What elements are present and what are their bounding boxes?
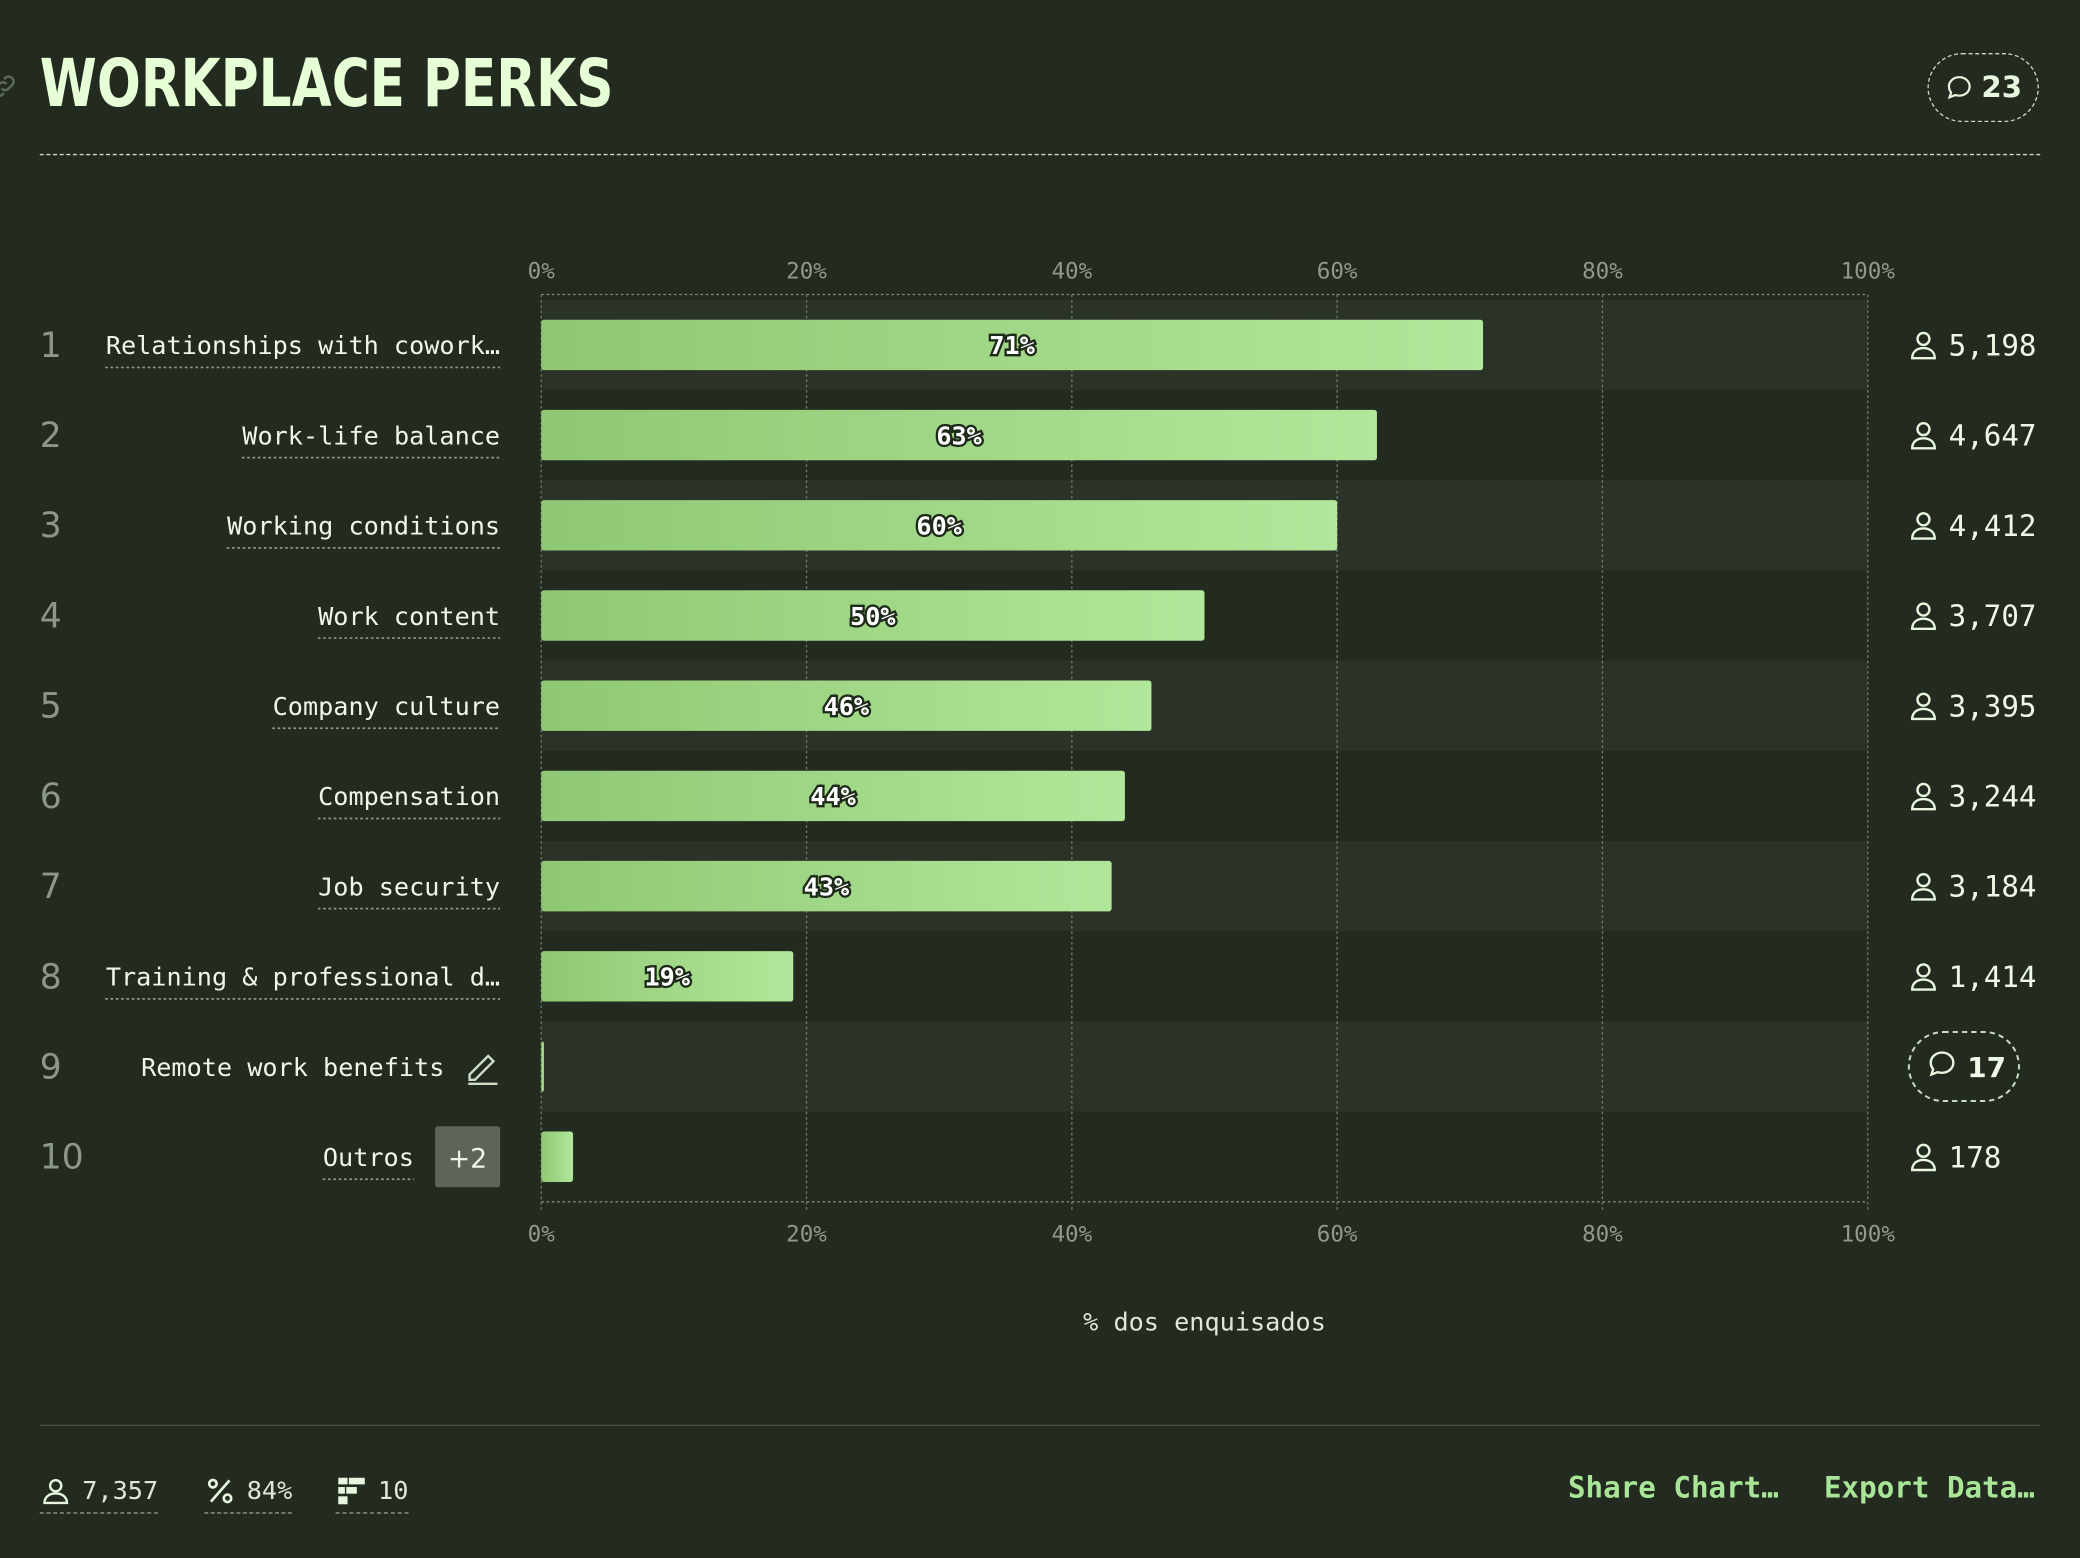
options-count-value: 10 — [378, 1476, 409, 1506]
bar[interactable] — [541, 680, 1152, 731]
row-respondents: 4,412 — [1949, 509, 2037, 543]
others-badge-label: +2 — [448, 1143, 487, 1174]
row-rank: 8 — [40, 957, 62, 997]
bar-value-label: 50% — [850, 602, 895, 631]
others-badge[interactable] — [435, 1126, 501, 1188]
row-respondents: 3,707 — [1949, 599, 2037, 633]
row-respondents: 3,184 — [1949, 870, 2037, 904]
row-band — [541, 1021, 1868, 1112]
row-label[interactable]: Remote work benefits — [141, 1053, 444, 1082]
row-rank: 2 — [40, 416, 62, 456]
edit-pencil-icon[interactable] — [468, 1054, 498, 1085]
person-icon — [1910, 421, 1936, 450]
x-tick-label-top: 80% — [1582, 259, 1623, 285]
row-respondents: 3,395 — [1949, 689, 2037, 723]
row-label[interactable]: Working conditions — [227, 512, 500, 541]
bar[interactable] — [541, 860, 1112, 912]
bar-value-label: 46% — [824, 692, 870, 721]
x-tick-label-bottom: 40% — [1051, 1222, 1092, 1248]
comment-count: 23 — [1981, 70, 2023, 105]
row-label[interactable]: Job security — [318, 872, 500, 901]
bar[interactable] — [541, 951, 794, 1002]
x-tick-label-bottom: 100% — [1841, 1222, 1896, 1248]
x-tick-label-top: 0% — [528, 259, 556, 285]
bar[interactable] — [541, 1041, 544, 1092]
bar-value-label: 60% — [916, 512, 962, 541]
x-tick-label-top: 60% — [1317, 259, 1358, 285]
row-label[interactable]: Work-life balance — [242, 421, 500, 450]
total-respondents[interactable]: 7,357 — [39, 1470, 159, 1514]
x-tick-label-bottom: 80% — [1582, 1222, 1623, 1248]
x-axis-title: % dos enquisados — [1083, 1307, 1326, 1338]
bar-value-label: 19% — [644, 963, 690, 992]
row-rank: 3 — [40, 506, 62, 546]
row-label[interactable]: Training & professional d… — [106, 963, 500, 992]
x-tick-label-top: 40% — [1051, 259, 1092, 285]
row-rank: 9 — [40, 1047, 62, 1087]
x-tick-label-bottom: 0% — [528, 1222, 556, 1248]
share-chart-link[interactable]: Share Chart… — [1567, 1472, 1779, 1506]
bar-value-label: 63% — [936, 421, 982, 450]
comments-button[interactable]: 23 — [1927, 53, 2039, 123]
row-label[interactable]: Company culture — [273, 692, 500, 721]
percent-icon — [207, 1478, 233, 1504]
chart-title: WORKPLACE PERKS — [39, 45, 614, 123]
x-tick-label-bottom: 60% — [1317, 1222, 1358, 1248]
total-respondents-value: 7,357 — [82, 1476, 159, 1506]
person-icon — [1910, 692, 1936, 721]
bar[interactable] — [541, 319, 1484, 371]
link-icon[interactable] — [0, 72, 19, 101]
row-respondents: 4,647 — [1949, 419, 2037, 453]
row-label[interactable]: Compensation — [318, 782, 500, 811]
bar[interactable] — [541, 409, 1377, 461]
row-respondents: 1,414 — [1949, 960, 2037, 994]
options-list-icon — [338, 1477, 365, 1505]
bar[interactable] — [541, 590, 1205, 641]
row-comments-button[interactable] — [1907, 1031, 2020, 1103]
bar-value-label: 71% — [989, 331, 1035, 360]
person-icon — [43, 1478, 69, 1505]
person-icon — [1910, 963, 1936, 991]
row-rank: 4 — [40, 596, 62, 636]
person-icon — [1910, 782, 1936, 811]
row-label[interactable]: Work content — [318, 602, 500, 631]
options-count[interactable]: 10 — [335, 1470, 409, 1514]
export-data-link[interactable]: Export Data… — [1823, 1472, 2035, 1506]
speech-bubble-icon — [1929, 1051, 1955, 1077]
row-rank: 10 — [40, 1138, 84, 1178]
x-tick-label-top: 100% — [1841, 259, 1896, 285]
header-divider — [39, 153, 2041, 156]
row-comment-count: 17 — [1967, 1051, 2006, 1084]
bar-value-label: 44% — [810, 782, 855, 811]
person-icon — [1910, 331, 1936, 360]
person-icon — [1910, 512, 1936, 540]
bar[interactable] — [541, 500, 1338, 551]
row-rank: 5 — [40, 687, 62, 727]
x-tick-label-bottom: 20% — [786, 1222, 827, 1248]
bar-value-label: 43% — [804, 872, 850, 901]
bar[interactable] — [541, 1131, 574, 1182]
row-respondents: 3,244 — [1949, 780, 2037, 814]
row-rank: 1 — [40, 326, 62, 366]
footer-divider — [39, 1424, 2041, 1427]
row-label[interactable]: Relationships with cowork… — [106, 331, 500, 360]
person-icon — [1910, 872, 1936, 901]
row-respondents: 178 — [1949, 1140, 2002, 1174]
response-rate-value: 84% — [246, 1476, 293, 1506]
response-rate[interactable]: 84% — [204, 1470, 293, 1514]
speech-bubble-icon — [1947, 76, 1971, 100]
row-rank: 6 — [40, 777, 62, 817]
person-icon — [1910, 602, 1936, 630]
bar[interactable] — [541, 770, 1125, 822]
x-tick-label-top: 20% — [786, 259, 827, 285]
row-label[interactable]: Outros — [323, 1143, 414, 1172]
row-rank: 7 — [40, 867, 62, 907]
person-icon — [1910, 1143, 1936, 1172]
row-respondents: 5,198 — [1949, 329, 2037, 363]
